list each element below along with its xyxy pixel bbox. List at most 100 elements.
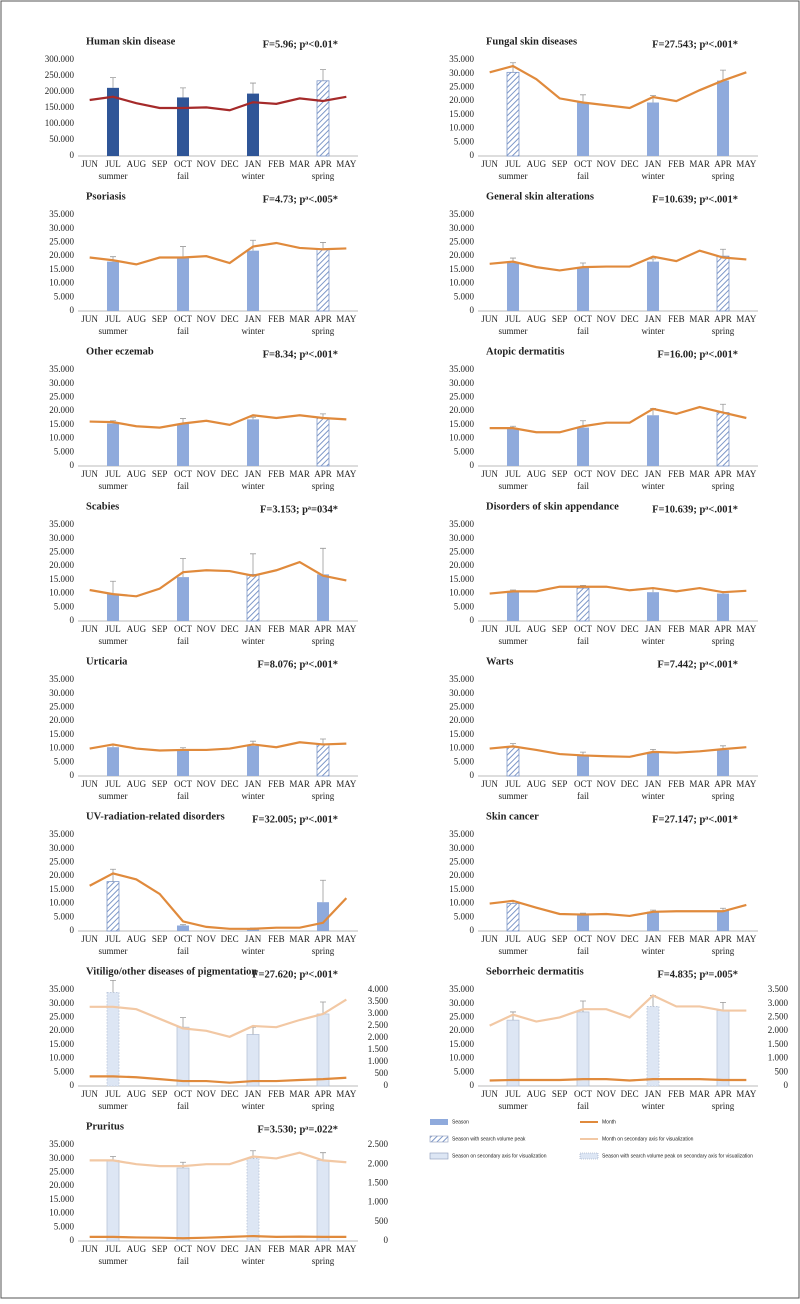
y-tick-label: 35.000 [449,364,474,374]
bar [506,71,520,157]
y-tick-label: 10.000 [449,588,474,598]
y2-tick-label: 3.500 [368,996,389,1006]
y2-tick-label: 2.000 [768,1025,789,1035]
bar [106,881,120,932]
y-tick-label: 25.000 [49,546,74,556]
y2-tick-label: 2.500 [768,1011,789,1021]
y-tick-label: 30.000 [449,68,474,78]
y2-tick-label: 4.000 [368,984,389,994]
x-tick-label: FEB [668,1089,685,1099]
y-tick-label: 30.000 [49,688,74,698]
season-label: summer [499,1101,528,1111]
x-tick-label: NOV [597,934,617,944]
x-tick-label: AUG [527,469,547,479]
y-tick-label: 10.000 [449,123,474,133]
x-tick-label: MAR [289,779,310,789]
season-label: spring [712,636,735,646]
bar [316,80,330,157]
x-tick-label: JUL [505,314,521,324]
x-tick-label: SEP [552,314,568,324]
season-label: winter [242,946,265,956]
x-tick-label: JUN [481,314,498,324]
bar [107,593,119,621]
x-tick-label: FEB [668,469,685,479]
y-tick-label: 35.000 [49,984,74,994]
y-tick-label: 35.000 [449,519,474,529]
y-tick-label: 10.000 [49,898,74,908]
season-label: fail [177,171,189,181]
x-tick-label: JAN [645,1089,662,1099]
season-label: spring [312,1101,335,1111]
y-tick-label: 15.000 [49,884,74,894]
x-tick-label: JUN [481,1089,498,1099]
x-tick-label: NOV [597,314,617,324]
error-bar [250,553,256,575]
y2-tick-label: 2.500 [368,1020,389,1030]
y-tick-label: 20.000 [49,250,74,260]
error-bar [580,94,586,103]
x-tick-label: NOV [197,779,217,789]
x-tick-label: NOV [197,469,217,479]
bar [247,745,259,776]
season-label: winter [642,326,665,336]
y-tick-label: 10.000 [49,1053,74,1063]
chart-stat: F=3.530; pᵃ=.022* [257,1124,338,1135]
y-tick-label: 25.000 [449,546,474,556]
y-tick-label: 0 [70,1235,75,1245]
x-tick-label: DEC [221,159,239,169]
y-tick-label: 35.000 [449,829,474,839]
line [89,872,348,930]
error-bar [110,868,116,882]
y-tick-label: 150.000 [45,102,75,112]
y-tick-label: 15.000 [449,729,474,739]
x-tick-label: DEC [221,469,239,479]
chart-title: Warts [486,656,513,667]
season-label: winter [642,636,665,646]
bar [507,591,519,621]
y-tick-label: 25.000 [449,81,474,91]
x-tick-label: NOV [197,314,217,324]
y-tick-label: 30.000 [49,378,74,388]
y-tick-label: 20.000 [49,870,74,880]
y-tick-label: 10.000 [449,1053,474,1063]
y-tick-label: 30.000 [449,378,474,388]
chart-title: Other eczemab [86,346,154,357]
error-bar [180,1017,186,1028]
x-tick-label: NOV [597,469,617,479]
season-label: fail [577,481,589,491]
bar [316,1013,330,1087]
bar [577,755,589,776]
x-tick-label: SEP [552,779,568,789]
y-tick-label: 30.000 [449,998,474,1008]
bar [506,746,520,777]
season-label: summer [499,171,528,181]
y-tick-label: 10.000 [449,743,474,753]
bar [246,1158,260,1242]
x-tick-label: SEP [152,624,168,634]
y-tick-label: 25.000 [49,391,74,401]
x-tick-label: JUL [105,314,121,324]
x-tick-label: JUN [81,1244,98,1254]
error-bar [720,1001,726,1011]
y-tick-label: 15.000 [449,109,474,119]
error-bar [180,87,186,98]
x-tick-label: SEP [552,469,568,479]
x-tick-label: SEP [152,934,168,944]
chart-title: Vitiligo/other diseases of pigmentation [86,966,257,977]
x-tick-label: MAY [336,934,357,944]
season-label: winter [242,791,265,801]
bar [647,752,659,776]
x-tick-label: JUN [481,159,498,169]
x-tick-label: JAN [645,159,662,169]
y-tick-label: 35.000 [49,674,74,684]
legend-label: Month [602,1119,616,1125]
x-tick-label: JUL [505,934,521,944]
y-tick-label: 30.000 [49,533,74,543]
y2-tick-label: 3.000 [768,998,789,1008]
y-tick-label: 20.000 [49,1025,74,1035]
y-tick-label: 20.000 [449,870,474,880]
y-tick-label: 30.000 [449,843,474,853]
chart-title: Atopic dermatitis [486,346,564,357]
y-tick-label: 35.000 [49,1139,74,1149]
chart-title: Fungal skin diseases [486,36,577,47]
